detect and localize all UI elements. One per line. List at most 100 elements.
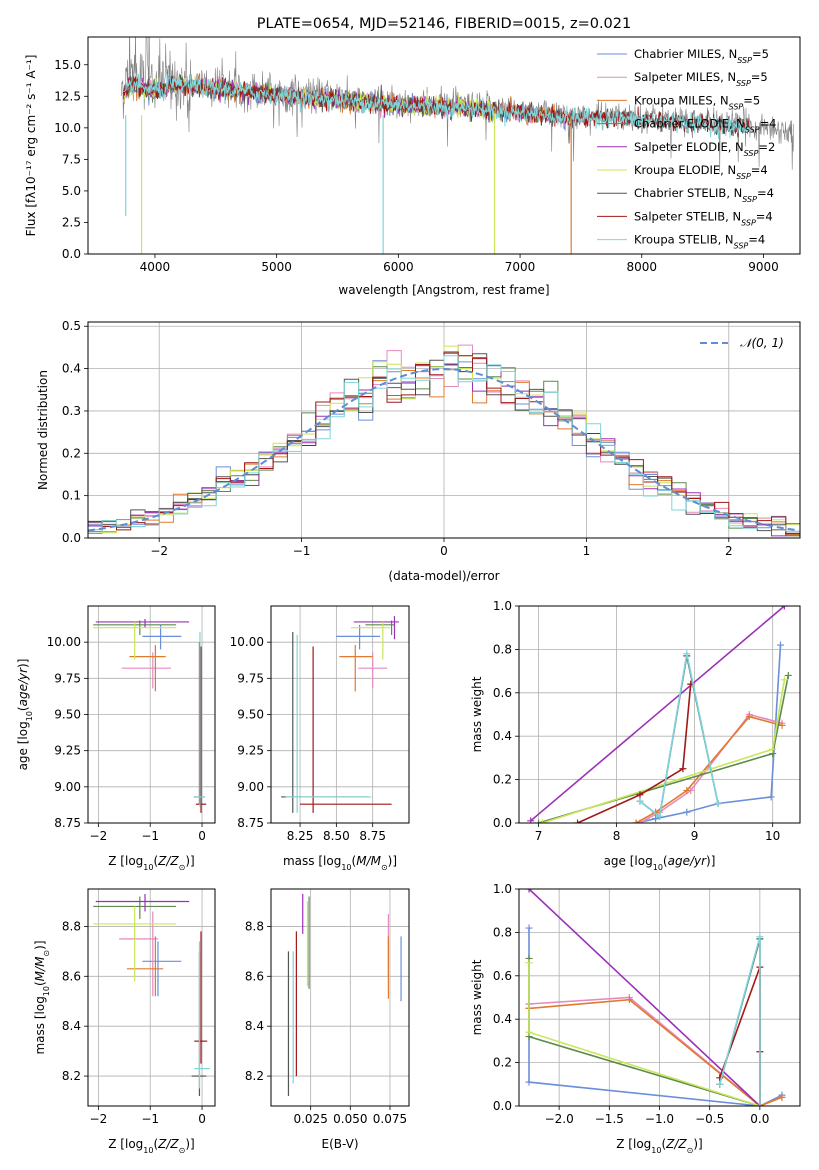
- weight-marker: [525, 1028, 533, 1036]
- y-tick-label: 0.2: [493, 1056, 512, 1070]
- weight-marker: [636, 791, 644, 799]
- axes-frame: [87, 888, 216, 1107]
- y-tick-label: 0.4: [493, 1012, 512, 1026]
- y-tick-label: 8.75: [54, 816, 81, 830]
- x-tick-label: 0.075: [373, 1112, 407, 1126]
- weight-line-kroupa-stelib: [639, 653, 719, 818]
- y-tick-label: 8.75: [237, 816, 264, 830]
- mass-vs-Z-panel: −2 −1 0 8.2 8.4 8.6 8.8 Z [log10(Z/Z⊙)] mass [lo…: [33, 888, 216, 1155]
- weight-marker: [776, 641, 784, 649]
- mass-vs-ebv-plot-area: [287, 893, 402, 1097]
- weight-line-kroupa-miles: [528, 998, 783, 1106]
- weight-line-salpeter-miles: [528, 996, 783, 1106]
- y-tick-label: 0.1: [62, 489, 81, 503]
- legend-entry: Salpeter MILES, NSSP=5: [634, 70, 768, 88]
- histogram-kroupa-stelib: [88, 355, 800, 532]
- y-tick-label: 9.00: [237, 780, 264, 794]
- weight-vs-age-panel: 7 8 9 10 0.0 0.2 0.4 0.6 0.8 1.0 age [log10(age/yr…: [470, 599, 801, 872]
- y-tick-label: 8.8: [245, 919, 264, 933]
- y-axis-label: age [log10(age/yr)]: [16, 659, 34, 771]
- y-tick-label: 1.0: [493, 599, 512, 613]
- x-tick-label: 7: [535, 829, 543, 843]
- residuals-panel: −2 −1 0 1 2 0.0 0.1 0.2 0.3 0.4 0.5 (data-model)/er…: [36, 319, 801, 583]
- weight-line-salpeter-stelib: [718, 966, 761, 1106]
- x-tick-label: −2: [90, 1112, 108, 1126]
- x-tick-label: 4000: [140, 260, 171, 274]
- weight-vs-Z-panel: −2.0 −1.5 −1.0 −0.5 0.0 0.0 0.2 0.4 0.6 0.8 1.0 Z […: [470, 882, 801, 1155]
- legend-entry: Kroupa ELODIE, NSSP=4: [634, 163, 768, 181]
- age-vs-mass-plot-area: [281, 616, 399, 813]
- weight-marker: [574, 819, 582, 823]
- x-tick-label: −2.0: [545, 1112, 574, 1126]
- x-tick-label: 8: [613, 829, 621, 843]
- weight-line-kroupa-elodie: [542, 679, 786, 823]
- y-axis-label: Normed distribution: [36, 370, 50, 490]
- weight-marker: [632, 819, 640, 823]
- legend-entry: Kroupa STELIB, NSSP=4: [634, 233, 765, 251]
- weight-line-salpeter-elodie: [528, 889, 761, 1106]
- y-tick-label: 2.5: [62, 215, 81, 229]
- x-tick-label: −0.5: [695, 1112, 724, 1126]
- weight-marker: [656, 812, 663, 820]
- y-tick-label: 0.6: [493, 969, 512, 983]
- legend-entry: Salpeter ELODIE, NSSP=2: [634, 140, 775, 158]
- legend-entry: Chabrier STELIB, NSSP=4: [634, 186, 774, 204]
- x-tick-label: 9: [691, 829, 699, 843]
- weight-marker: [525, 959, 533, 967]
- weight-marker: [745, 713, 753, 721]
- weight-marker: [778, 721, 786, 729]
- y-axis-label: mass weight: [470, 959, 484, 1035]
- weight-marker: [679, 765, 687, 773]
- weight-marker: [683, 786, 691, 794]
- histogram-kroupa-miles: [88, 355, 800, 536]
- model-spectrum-kroupa-stelib: [123, 73, 750, 139]
- weight-marker: [535, 819, 543, 823]
- weight-marker: [683, 808, 691, 816]
- y-tick-label: 9.25: [237, 744, 264, 758]
- weight-marker: [525, 889, 533, 893]
- weight-marker: [714, 799, 722, 807]
- y-tick-label: 0.6: [493, 686, 512, 700]
- y-tick-label: 9.75: [237, 671, 264, 685]
- x-tick-label: 8.50: [323, 829, 350, 843]
- weight-marker: [538, 819, 546, 823]
- x-tick-label: −1: [141, 1112, 159, 1126]
- chart-title: PLATE=0654, MJD=52146, FIBERID=0015, z=0…: [257, 16, 631, 32]
- x-axis-label: E(B-V): [321, 1137, 358, 1151]
- legend-entry: 𝒩(0, 1): [740, 336, 784, 350]
- normal-curve: [88, 367, 798, 532]
- weight-line-chabrier-elodie: [528, 958, 761, 1106]
- x-tick-label: −1.0: [645, 1112, 674, 1126]
- y-tick-label: 10.00: [230, 635, 264, 649]
- y-tick-label: 0.0: [493, 816, 512, 830]
- y-tick-label: 10.00: [47, 635, 81, 649]
- weight-marker: [683, 650, 691, 658]
- x-tick-label: 0.050: [333, 1112, 367, 1126]
- x-tick-label: 9000: [748, 260, 779, 274]
- legend-entry: Kroupa MILES, NSSP=5: [634, 93, 760, 111]
- y-tick-label: 0.2: [62, 446, 81, 460]
- y-tick-label: 8.6: [245, 969, 264, 983]
- spectrum-plot-area: [120, 37, 794, 254]
- y-tick-label: 9.50: [237, 708, 264, 722]
- x-tick-label: −2: [90, 829, 108, 843]
- y-tick-label: 0.0: [62, 531, 81, 545]
- weight-marker: [652, 815, 660, 823]
- legend-entry: Salpeter STELIB, NSSP=4: [634, 209, 773, 227]
- x-tick-label: 6000: [383, 260, 414, 274]
- x-tick-label: −1.5: [595, 1112, 624, 1126]
- x-tick-label: 8.25: [287, 829, 314, 843]
- x-tick-label: 8000: [627, 260, 658, 274]
- x-axis-label: mass [log10(M/M⊙)]: [283, 854, 397, 872]
- y-tick-label: 8.2: [62, 1069, 81, 1083]
- x-tick-label: −1: [141, 829, 159, 843]
- weight-marker: [780, 676, 788, 684]
- weight-marker: [778, 1093, 786, 1101]
- weight-vs-age-plot-area: [527, 606, 792, 823]
- y-axis-label: mass weight: [470, 676, 484, 752]
- x-tick-label: 8.75: [359, 829, 386, 843]
- x-tick-label: −2: [150, 544, 168, 558]
- weight-line-chabrier-elodie: [538, 675, 790, 823]
- y-tick-label: 8.6: [62, 969, 81, 983]
